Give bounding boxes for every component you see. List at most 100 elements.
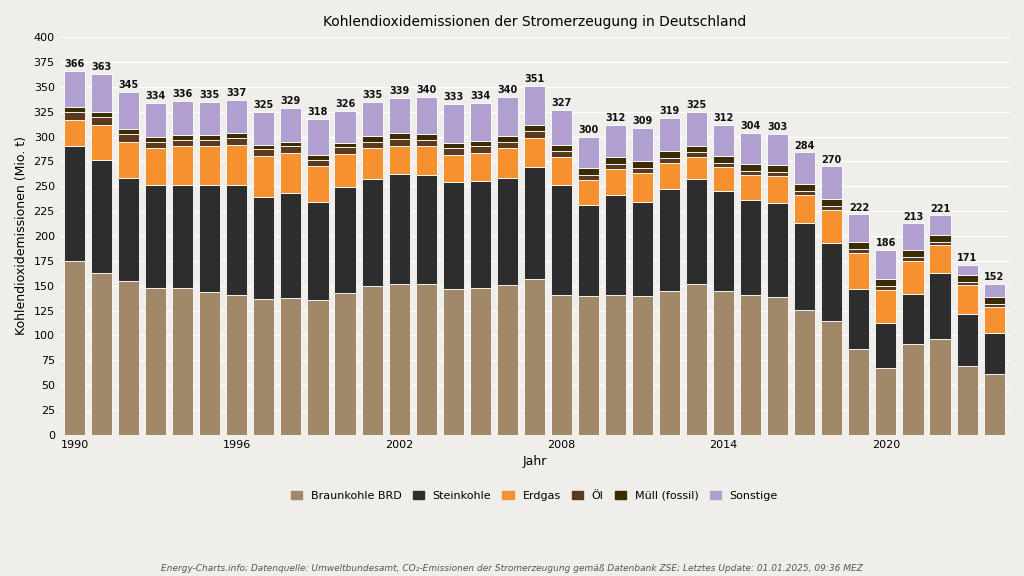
Bar [307, 119, 329, 156]
Text: 329: 329 [281, 96, 301, 106]
Bar [91, 124, 113, 161]
Bar [497, 179, 518, 285]
Bar [956, 366, 978, 435]
Bar [605, 124, 626, 157]
Bar [226, 132, 248, 138]
Bar [470, 153, 490, 181]
Text: 334: 334 [145, 91, 166, 101]
Bar [118, 142, 139, 179]
Bar [118, 179, 139, 281]
Bar [848, 249, 869, 253]
Bar [388, 284, 410, 435]
Bar [470, 181, 490, 287]
Bar [91, 161, 113, 273]
Bar [713, 124, 734, 157]
Bar [388, 98, 410, 132]
Bar [956, 275, 978, 282]
Bar [145, 287, 166, 435]
Bar [253, 298, 274, 435]
Bar [632, 128, 653, 161]
Bar [226, 138, 248, 145]
Bar [902, 344, 924, 435]
Bar [686, 153, 708, 157]
Bar [767, 165, 788, 172]
Bar [795, 223, 815, 309]
Bar [63, 120, 85, 146]
Bar [335, 142, 355, 147]
Text: 336: 336 [173, 89, 193, 99]
Bar [876, 250, 896, 279]
Bar [118, 281, 139, 435]
Bar [713, 291, 734, 435]
Bar [307, 202, 329, 300]
Bar [984, 334, 1005, 374]
Bar [145, 103, 166, 137]
Bar [659, 291, 680, 435]
Bar [578, 175, 599, 180]
Bar [902, 261, 924, 294]
Bar [63, 112, 85, 120]
Bar [848, 242, 869, 249]
Bar [767, 172, 788, 176]
Bar [659, 151, 680, 158]
Bar [497, 97, 518, 135]
Bar [686, 146, 708, 153]
Bar [470, 287, 490, 435]
Text: 339: 339 [389, 86, 410, 96]
Bar [524, 138, 545, 168]
Bar [930, 235, 950, 242]
Text: 303: 303 [768, 122, 787, 132]
Bar [659, 118, 680, 151]
Bar [876, 368, 896, 435]
Bar [551, 109, 572, 145]
Bar [848, 289, 869, 350]
Bar [63, 107, 85, 112]
Bar [686, 157, 708, 179]
Bar [930, 339, 950, 435]
Bar [821, 206, 843, 210]
Bar [902, 250, 924, 257]
Bar [91, 74, 113, 112]
Bar [172, 101, 194, 135]
Bar [848, 253, 869, 289]
Bar [172, 139, 194, 146]
Bar [416, 134, 436, 139]
Bar [335, 187, 355, 293]
Bar [956, 285, 978, 313]
Text: Energy-Charts.info; Datenquelle: Umweltbundesamt, CO₂-Emissionen der Stromerzeug: Energy-Charts.info; Datenquelle: Umweltb… [161, 564, 863, 573]
Bar [91, 117, 113, 124]
Text: 363: 363 [91, 62, 112, 73]
Bar [740, 132, 761, 164]
Bar [902, 223, 924, 250]
Bar [930, 215, 950, 235]
Bar [172, 185, 194, 287]
Bar [605, 157, 626, 164]
Bar [200, 185, 220, 291]
Bar [740, 295, 761, 435]
Bar [984, 297, 1005, 304]
Text: 337: 337 [226, 88, 247, 98]
Bar [551, 295, 572, 435]
Text: 319: 319 [659, 106, 680, 116]
Bar [740, 175, 761, 200]
Text: 327: 327 [551, 98, 571, 108]
Bar [713, 164, 734, 168]
Bar [578, 180, 599, 205]
Text: 366: 366 [65, 59, 85, 70]
Bar [605, 164, 626, 169]
Bar [442, 289, 464, 435]
Title: Kohlendioxidemissionen der Stromerzeugung in Deutschland: Kohlendioxidemissionen der Stromerzeugun… [323, 15, 745, 29]
Bar [226, 100, 248, 132]
Bar [605, 169, 626, 195]
Bar [361, 142, 383, 149]
Text: 326: 326 [335, 99, 355, 109]
Text: 345: 345 [119, 80, 139, 90]
Bar [713, 168, 734, 191]
Text: 309: 309 [633, 116, 652, 126]
Bar [416, 146, 436, 175]
Bar [876, 286, 896, 290]
Bar [984, 306, 1005, 334]
Bar [470, 103, 490, 141]
Bar [253, 150, 274, 157]
Bar [821, 199, 843, 206]
